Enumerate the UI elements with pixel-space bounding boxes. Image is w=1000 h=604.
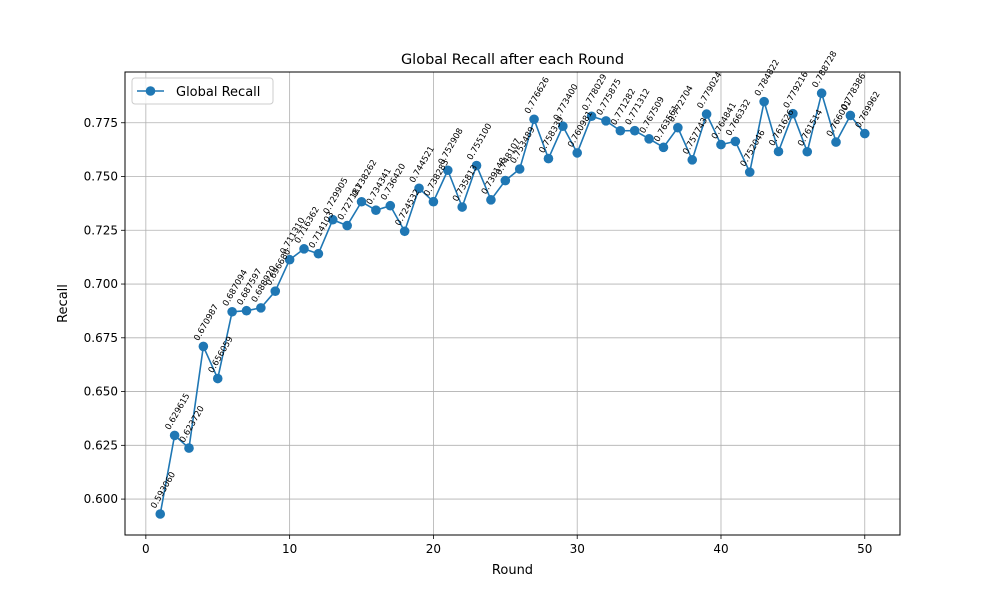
plot-frame bbox=[124, 71, 901, 536]
x-tick-label: 10 bbox=[282, 542, 297, 556]
y-axis-label: Recall bbox=[56, 284, 71, 323]
data-point bbox=[457, 202, 467, 212]
data-point bbox=[313, 248, 324, 259]
y-tick-label: 0.600 bbox=[84, 492, 118, 506]
y-tick-label: 0.700 bbox=[84, 277, 118, 291]
data-point bbox=[155, 509, 166, 519]
data-point bbox=[572, 148, 583, 158]
data-point bbox=[730, 136, 741, 147]
data-point bbox=[802, 146, 813, 157]
data-point bbox=[629, 125, 640, 136]
x-tick-label: 40 bbox=[713, 542, 728, 556]
data-point bbox=[327, 214, 338, 225]
y-tick-label: 0.725 bbox=[84, 223, 118, 237]
data-point bbox=[256, 303, 266, 313]
data-point bbox=[514, 164, 525, 174]
x-tick-label: 0 bbox=[142, 542, 150, 556]
legend-box bbox=[131, 77, 274, 105]
legend: Global Recall bbox=[131, 77, 274, 105]
data-point bbox=[212, 373, 223, 384]
x-tick-label: 30 bbox=[570, 542, 585, 556]
x-tick-label: 50 bbox=[857, 542, 872, 556]
y-tick-label: 0.675 bbox=[84, 331, 118, 345]
data-point bbox=[184, 443, 194, 453]
data-point bbox=[471, 160, 482, 171]
y-tick-label: 0.750 bbox=[84, 170, 118, 184]
data-point bbox=[299, 244, 309, 254]
data-point bbox=[744, 167, 755, 177]
data-point bbox=[342, 220, 352, 231]
data-point bbox=[673, 122, 683, 133]
data-point bbox=[500, 175, 511, 186]
x-axis-label: Round bbox=[492, 563, 533, 578]
data-point bbox=[601, 116, 611, 126]
legend-label: Global Recall bbox=[176, 85, 260, 100]
axis-ticks: 0 10 20 30 40 50 0.600 0.625 0.650 0.675 0.700 0.72… bbox=[84, 116, 873, 556]
data-point bbox=[558, 121, 568, 131]
series-marker-layer bbox=[155, 88, 870, 519]
data-point bbox=[586, 111, 597, 122]
data-point bbox=[788, 108, 798, 119]
data-point bbox=[227, 306, 237, 317]
data-point bbox=[615, 125, 626, 136]
data-point bbox=[169, 430, 180, 441]
y-tick-label: 0.650 bbox=[84, 385, 118, 399]
data-point bbox=[529, 114, 539, 125]
data-point bbox=[859, 128, 870, 139]
data-point bbox=[414, 183, 424, 194]
data-point bbox=[687, 155, 698, 165]
series-line-global-recall bbox=[159, 92, 866, 515]
data-point bbox=[845, 110, 856, 121]
data-point bbox=[371, 205, 381, 215]
data-point bbox=[385, 200, 396, 211]
data-point bbox=[658, 142, 669, 153]
data-point bbox=[543, 153, 554, 164]
data-point bbox=[644, 134, 654, 144]
y-tick-label: 0.775 bbox=[84, 116, 118, 130]
data-point bbox=[816, 88, 827, 99]
data-point bbox=[831, 137, 841, 147]
y-tick-label: 0.625 bbox=[84, 438, 118, 452]
chart-title: Global Recall after each Round bbox=[401, 52, 624, 68]
series-line-layer bbox=[159, 92, 866, 515]
x-tick-label: 20 bbox=[426, 542, 441, 556]
data-point bbox=[701, 109, 712, 119]
data-point bbox=[399, 226, 410, 237]
data-point bbox=[773, 146, 784, 157]
data-point bbox=[716, 139, 726, 150]
data-point bbox=[284, 254, 295, 265]
data-point bbox=[270, 286, 281, 296]
data-point bbox=[241, 305, 252, 316]
data-point bbox=[759, 96, 769, 107]
data-point bbox=[356, 196, 367, 207]
data-point bbox=[428, 196, 439, 207]
legend-marker-swatch bbox=[145, 86, 156, 96]
data-point bbox=[198, 341, 209, 352]
data-point bbox=[486, 195, 496, 205]
data-point bbox=[442, 165, 453, 176]
grid-lines bbox=[125, 72, 900, 535]
